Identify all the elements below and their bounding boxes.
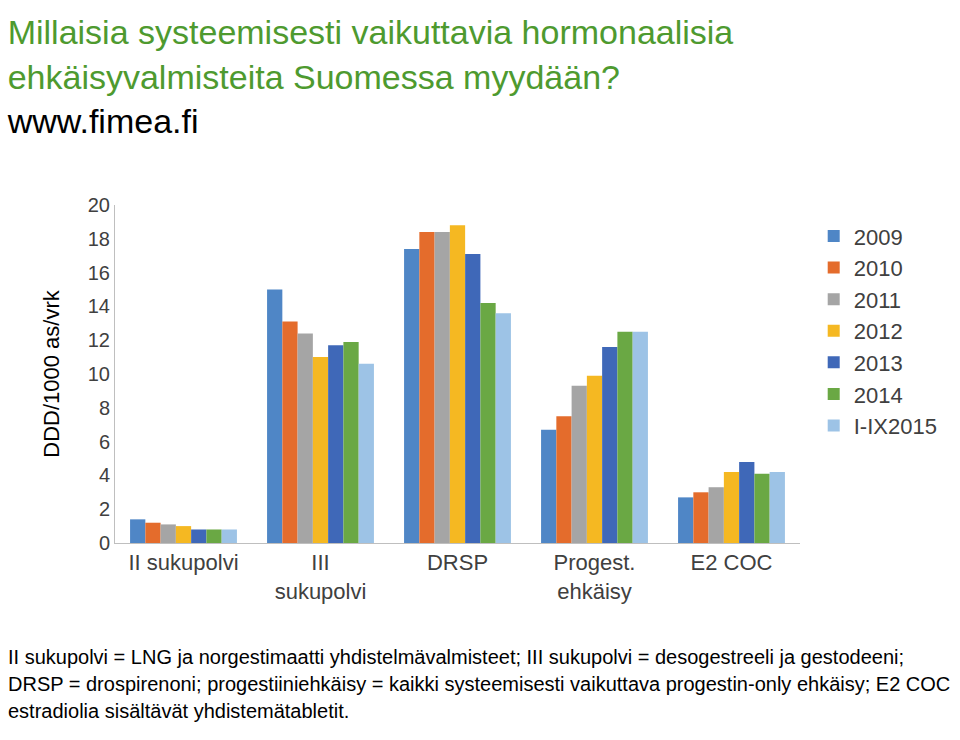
svg-text:10: 10 — [88, 363, 110, 385]
svg-text:2010: 2010 — [854, 256, 903, 281]
html-text:II sukupolvi = LNG ja norgesti: II sukupolvi = LNG ja norgestimaatti yhd… — [8, 646, 951, 722]
svg-text:2013: 2013 — [854, 351, 903, 376]
svg-text:DDD/1000 as/vrk: DDD/1000 as/vrk — [39, 289, 64, 458]
svg-text:IIIsukupolvi: IIIsukupolvi — [275, 550, 367, 604]
svg-text:2: 2 — [99, 498, 110, 520]
svg-text:Millaisia systeemisesti vaikut: Millaisia systeemisesti vaikuttavia horm… — [7, 13, 734, 139]
svg-text:8: 8 — [99, 397, 110, 419]
svg-text:II sukupolvi: II sukupolvi — [128, 550, 238, 575]
svg-text:Progest.ehkäisy: Progest.ehkäisy — [554, 550, 636, 604]
svg-text:12: 12 — [88, 329, 110, 351]
svg-text:E2 COC: E2 COC — [691, 550, 773, 575]
svg-text:2014: 2014 — [854, 383, 903, 408]
svg-text:2012: 2012 — [854, 319, 903, 344]
svg-text:2011: 2011 — [854, 288, 901, 313]
svg-text:16: 16 — [88, 262, 110, 284]
svg-text:14: 14 — [88, 295, 110, 317]
svg-text:4: 4 — [99, 464, 110, 486]
svg-text:I-IX2015: I-IX2015 — [854, 414, 937, 439]
svg-text:0: 0 — [99, 532, 110, 554]
svg-text:18: 18 — [88, 228, 110, 250]
svg-text:DRSP: DRSP — [427, 550, 488, 575]
svg-text:20: 20 — [88, 194, 110, 216]
svg-text:6: 6 — [99, 431, 110, 453]
svg-text:2009: 2009 — [854, 225, 903, 250]
